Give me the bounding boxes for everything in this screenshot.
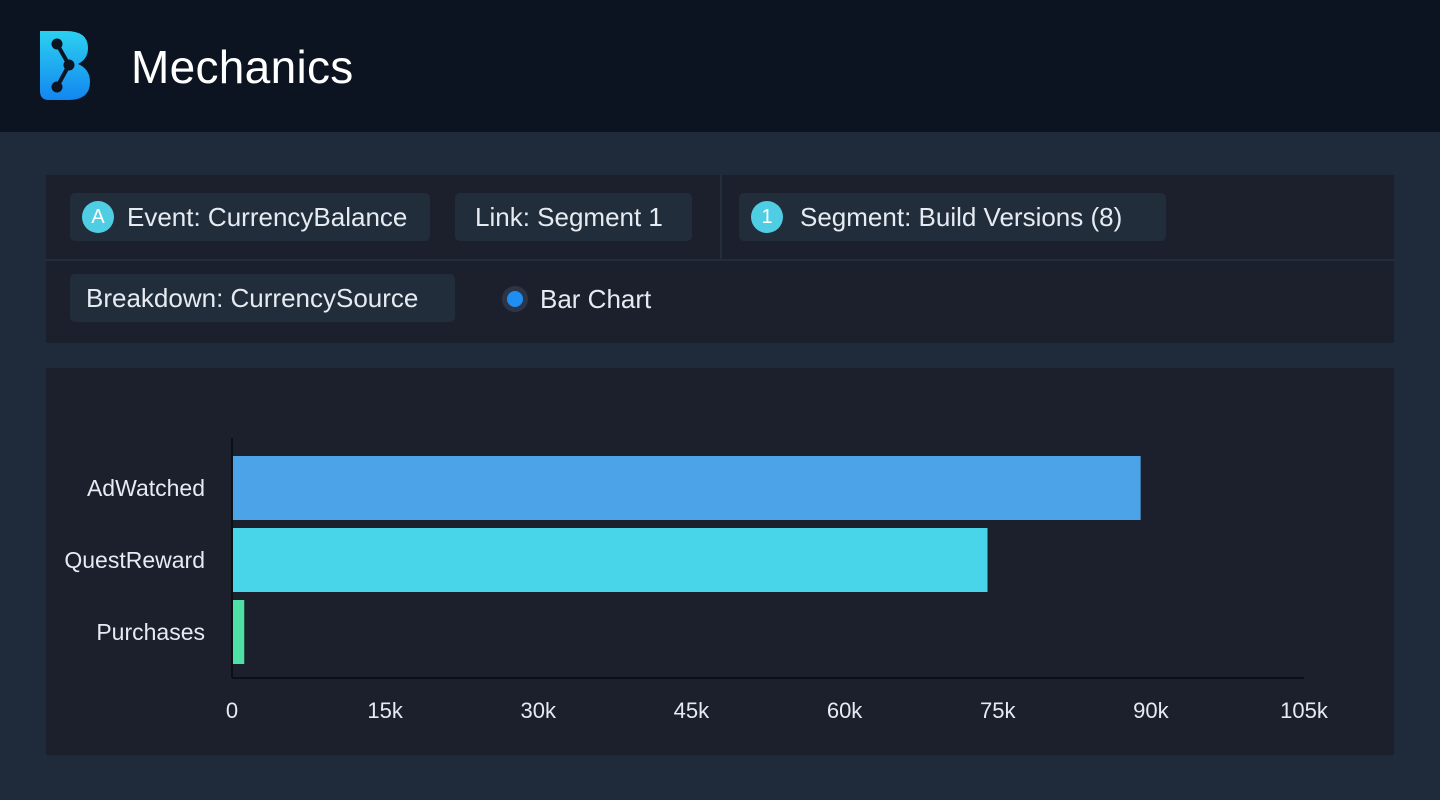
x-tick-label: 60k [827,698,863,723]
divider [46,259,1394,261]
segment-chip[interactable]: 1 Segment: Build Versions (8) [739,193,1166,241]
page-title: Mechanics [131,41,354,93]
link-label: Link: Segment 1 [475,201,663,232]
breakdown-chip[interactable]: Breakdown: CurrencySource [70,274,455,322]
bar-chart-option[interactable]: Bar Chart [502,284,651,314]
category-label: AdWatched [87,475,205,501]
segment-label: Segment: Build Versions (8) [800,201,1123,232]
category-label: Purchases [96,619,205,645]
bar-chart-label: Bar Chart [540,283,652,314]
event-badge: A [82,201,114,233]
x-tick-label: 90k [1133,698,1169,723]
query-panel: A Event: CurrencyBalance Link: Segment 1… [46,175,1394,343]
logo-icon[interactable] [40,31,90,100]
breakdown-label: Breakdown: CurrencySource [86,282,419,313]
x-tick-label: 105k [1280,698,1329,723]
chart-panel: AdWatched QuestReward Purchases 0 15k 30k 45k 6… [46,368,1394,755]
bar-adwatched[interactable] [232,456,1141,520]
x-tick-label: 30k [521,698,557,723]
event-chip[interactable]: A Event: CurrencyBalance [70,193,430,241]
bar-questreward[interactable] [232,528,988,592]
link-chip[interactable]: Link: Segment 1 [455,193,692,241]
radio-selected-dot [507,291,523,307]
x-tick-label: 15k [367,698,403,723]
bar-chart: AdWatched QuestReward Purchases 0 15k 30k 45k 6… [64,438,1329,723]
x-tick-label: 45k [674,698,710,723]
segment-badge: 1 [751,201,783,233]
event-label: Event: CurrencyBalance [127,201,408,232]
top-bar: Mechanics [0,0,1440,132]
x-tick-label: 75k [980,698,1016,723]
category-label: QuestReward [64,547,205,573]
radio-button[interactable] [502,286,528,312]
divider [720,175,722,259]
bar-purchases[interactable] [232,600,245,664]
x-tick-label: 0 [226,698,238,723]
